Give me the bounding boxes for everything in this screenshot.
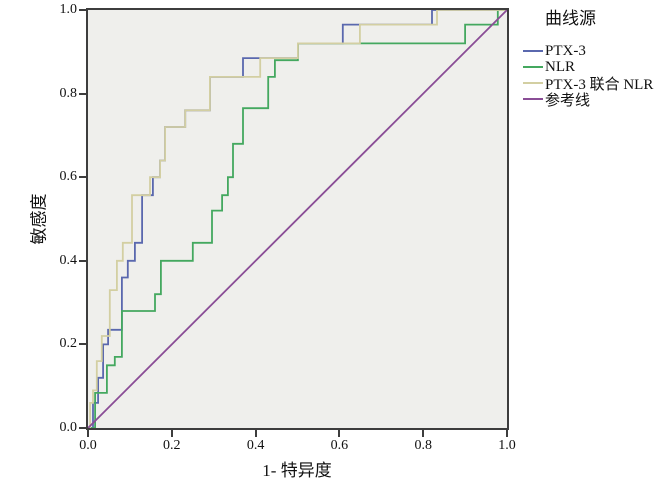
legend-item-ptx3: PTX-3 bbox=[523, 43, 671, 59]
legend-items: PTX-3 NLR PTX-3 联合 NLR 参考线 bbox=[523, 43, 671, 109]
x-tick-mark bbox=[422, 430, 425, 437]
y-tick-mark bbox=[79, 9, 86, 11]
x-axis-label: 1- 特异度 bbox=[262, 461, 332, 480]
legend-item-nlr: NLR bbox=[523, 59, 671, 75]
y-tick-label: 0.4 bbox=[59, 252, 78, 268]
y-tick-label: 1.0 bbox=[59, 2, 78, 17]
plot-area bbox=[86, 8, 509, 430]
legend-item-label: PTX-3 联合 NLR bbox=[545, 76, 654, 93]
x-tick-label: 0.2 bbox=[163, 438, 181, 453]
legend-swatch-ptx3-nlr bbox=[523, 82, 543, 84]
x-tick-label: 1.0 bbox=[498, 438, 516, 453]
x-tick-label: 0.8 bbox=[414, 438, 432, 453]
y-tick-label: 0.0 bbox=[59, 420, 78, 435]
y-tick-mark bbox=[79, 92, 86, 95]
legend: 曲线源 PTX-3 NLR PTX-3 联合 NLR 参考线 bbox=[523, 4, 671, 109]
legend-item-reference: 参考线 bbox=[523, 91, 671, 109]
x-tick-label: 0.6 bbox=[330, 438, 349, 453]
legend-title: 曲线源 bbox=[545, 9, 596, 28]
curve-ptx3-nlr bbox=[88, 10, 507, 428]
legend-swatch-reference bbox=[523, 98, 543, 100]
legend-swatch-ptx3 bbox=[523, 50, 543, 52]
y-tick-mark bbox=[79, 343, 86, 346]
y-tick-mark bbox=[79, 176, 86, 179]
x-tick-label: 0.4 bbox=[246, 438, 265, 453]
legend-item-label: 参考线 bbox=[545, 92, 591, 109]
x-tick-label: 0.0 bbox=[79, 438, 97, 453]
curve-reference bbox=[88, 10, 507, 428]
y-tick-mark bbox=[79, 427, 86, 429]
x-tick-mark bbox=[338, 430, 341, 437]
legend-swatch-nlr bbox=[523, 66, 543, 68]
x-tick-mark bbox=[170, 430, 173, 437]
y-tick-label: 0.8 bbox=[59, 85, 78, 101]
x-tick-mark bbox=[254, 430, 257, 437]
legend-item-label: NLR bbox=[545, 58, 575, 75]
x-tick-mark bbox=[506, 430, 508, 437]
roc-curves bbox=[88, 10, 507, 428]
y-tick-label: 0.6 bbox=[59, 169, 78, 185]
y-tick-label: 0.2 bbox=[59, 336, 78, 352]
legend-item-ptx3-nlr: PTX-3 联合 NLR bbox=[523, 75, 671, 93]
y-axis-label: 敏感度 bbox=[29, 193, 49, 245]
y-tick-mark bbox=[79, 259, 86, 262]
x-tick-mark bbox=[87, 430, 89, 437]
legend-item-label: PTX-3 bbox=[545, 42, 586, 59]
